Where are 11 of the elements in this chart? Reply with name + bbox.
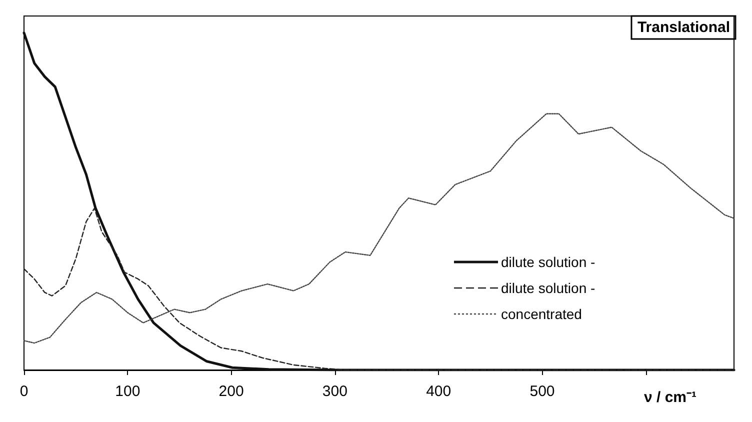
x-axis-title: ν / cm⁻¹	[644, 389, 697, 406]
chart-title: Translational	[637, 19, 730, 36]
x-tick-label: 400	[426, 383, 452, 400]
x-tick-label: 200	[218, 383, 244, 400]
legend-label: concentrated	[501, 306, 582, 322]
legend-label: dilute solution -	[501, 254, 596, 270]
x-tick-label: 100	[115, 383, 140, 400]
x-tick-label: 300	[322, 383, 348, 400]
x-tick-label: 0	[20, 383, 28, 400]
legend-label: dilute solution -	[501, 280, 596, 296]
x-tick-label: 500	[530, 383, 555, 400]
